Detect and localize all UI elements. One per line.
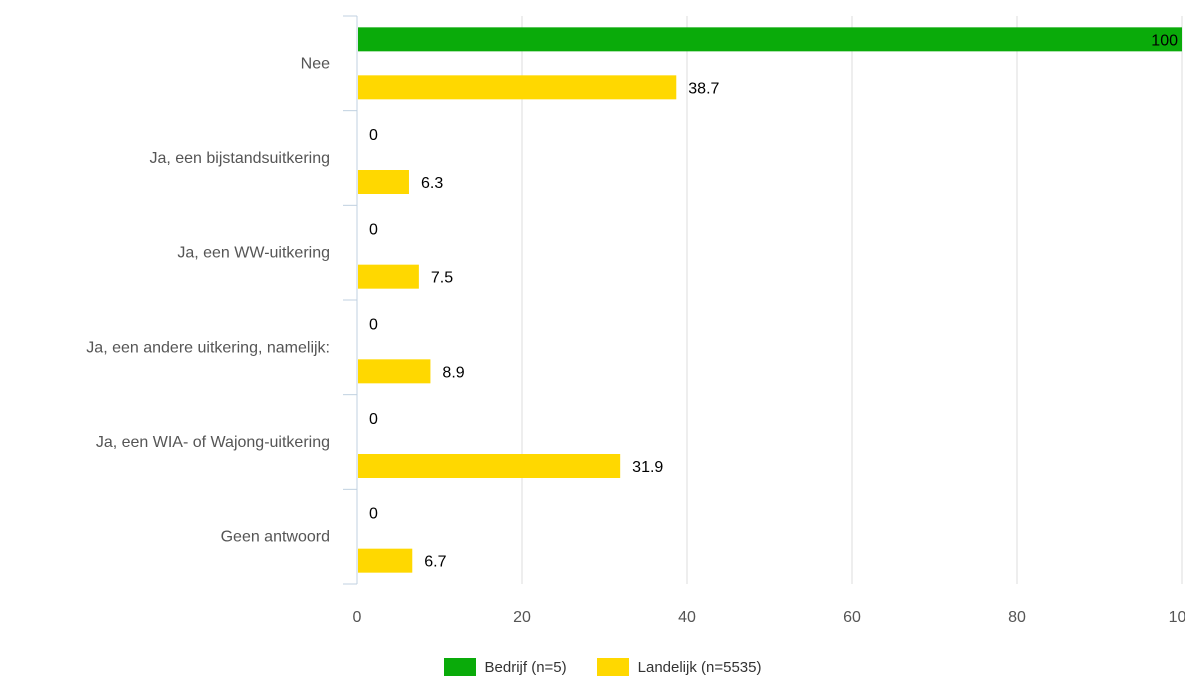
category-label-2: Ja, een WW-uitkering [177,245,330,262]
legend: Bedrijf (n=5) Landelijk (n=5535) [0,658,1185,676]
data-label-series0-cat5: 0 [369,506,378,523]
data-label-series1-cat3: 8.9 [442,364,464,381]
data-label-series1-cat0: 38.7 [688,80,719,97]
data-label-series0-cat4: 0 [369,411,378,428]
data-label-series0-cat3: 0 [369,316,378,333]
bar-chart: 100 38.7 0 6.3 0 7.5 0 8.9 0 31.9 0 6.7 Nee Ja, een … [86,15,1185,626]
x-tick-label-5: 100 [1169,609,1185,626]
data-label-series0-cat2: 0 [369,222,378,239]
category-axis [343,15,358,585]
x-tick-label-0: 0 [353,609,362,626]
bar-series1-cat2 [358,264,419,289]
x-tick-labels: 0 20 40 60 80 100 [353,609,1185,626]
bar-series1-cat1 [358,170,409,194]
category-label-3: Ja, een andere uitkering, namelijk: [86,339,330,356]
legend-item-landelijk[interactable]: Landelijk (n=5535) [596,658,762,676]
bar-series1-cat3 [358,359,431,384]
x-tick-label-1: 20 [513,609,531,626]
legend-label-landelijk: Landelijk (n=5535) [637,658,762,676]
data-label-series1-cat4: 31.9 [632,459,663,476]
data-label-series1-cat2: 7.5 [431,270,453,287]
data-label-series0-cat0: 100 [1151,32,1178,49]
legend-swatch-landelijk [596,658,629,676]
category-label-5: Geen antwoord [221,529,330,546]
bar-series0-cat0 [358,27,1182,52]
bar-series1-cat4 [358,454,621,478]
category-label-0: Nee [301,55,330,72]
bar-series1-cat5 [358,548,413,573]
category-labels: Nee Ja, een bijstandsuitkering Ja, een WW-… [86,55,330,545]
data-label-series0-cat1: 0 [369,127,378,144]
category-label-1: Ja, een bijstandsuitkering [149,150,330,167]
bars [358,27,1182,573]
legend-item-bedrijf[interactable]: Bedrijf (n=5) [443,658,567,676]
legend-swatch-bedrijf [443,658,476,676]
category-label-4: Ja, een WIA- of Wajong-uitkering [96,434,330,451]
x-tick-label-4: 80 [1008,609,1026,626]
data-label-series1-cat5: 6.7 [424,554,446,571]
bar-series1-cat0 [358,75,677,100]
x-tick-label-3: 60 [843,609,861,626]
data-label-series1-cat1: 6.3 [421,175,443,192]
data-labels: 100 38.7 0 6.3 0 7.5 0 8.9 0 31.9 0 6.7 [369,32,1178,570]
gridlines [521,16,1183,584]
x-tick-label-2: 40 [678,609,696,626]
legend-label-bedrijf: Bedrijf (n=5) [484,658,567,676]
